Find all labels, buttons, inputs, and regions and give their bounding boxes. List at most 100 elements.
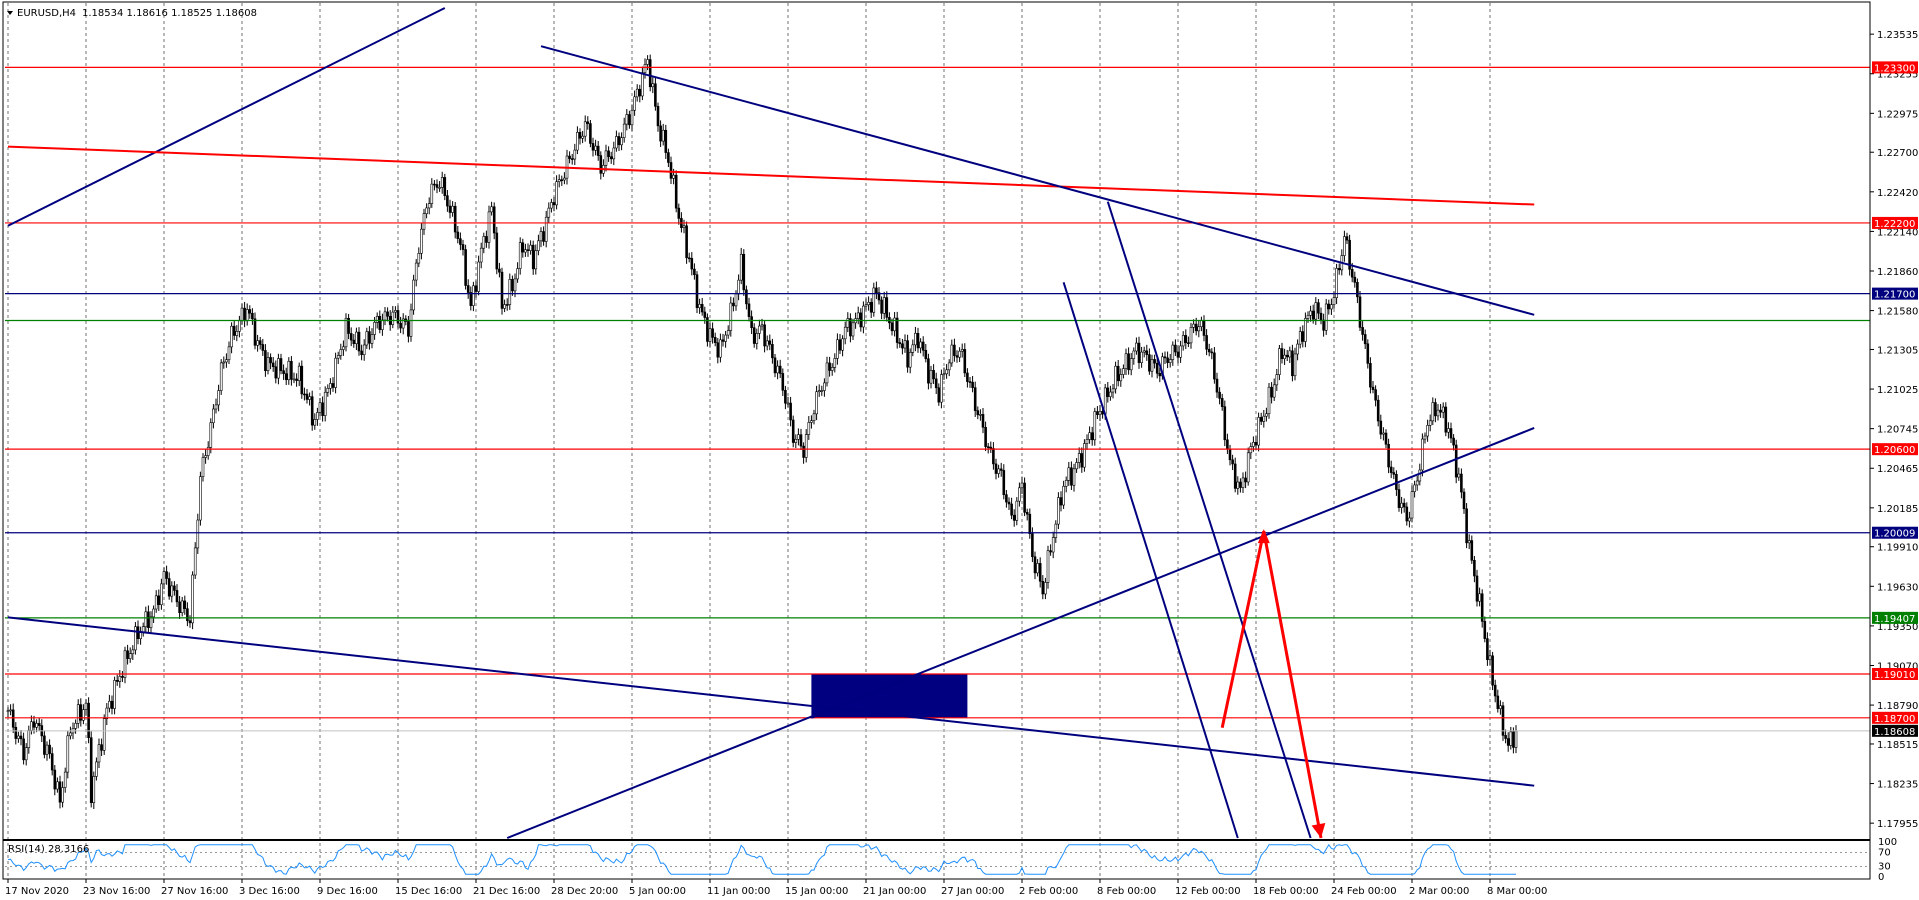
collapse-triangle-icon[interactable]	[7, 11, 13, 15]
candle-body	[48, 744, 51, 754]
candle-body	[453, 205, 457, 233]
forecast-arrows[interactable]	[1220, 529, 1326, 839]
time-tick-label: 21 Jan 00:00	[863, 886, 926, 897]
candle-body	[570, 158, 574, 160]
candle-body	[375, 316, 379, 323]
price-tick-label: 1.20465	[1877, 464, 1918, 475]
symbol-label: EURUSD,H4	[17, 8, 76, 19]
candle-body	[1036, 563, 1039, 574]
candle-body	[1413, 484, 1416, 492]
candle-body	[563, 177, 566, 181]
candle-body	[555, 181, 558, 206]
trendline[interactable]	[506, 427, 1535, 839]
candle-body	[271, 362, 275, 368]
candle-body	[339, 349, 343, 356]
candle-body	[409, 309, 413, 337]
candle-body	[903, 340, 907, 349]
candle-body	[1389, 466, 1393, 473]
candle-body	[797, 434, 800, 440]
candle-body	[430, 183, 434, 204]
candle-body	[1077, 453, 1081, 463]
candle-body	[43, 735, 46, 755]
candle-body	[921, 341, 925, 351]
candle-body	[180, 600, 184, 613]
candle-body	[1402, 502, 1406, 508]
price-level-tag-label: 1.21700	[1874, 290, 1915, 301]
candle-body	[1124, 353, 1128, 369]
price-level-tag-label: 1.19010	[1874, 670, 1915, 681]
candle-body	[355, 331, 358, 344]
candle-body	[1031, 533, 1034, 558]
candle-body	[225, 359, 228, 363]
rsi-tick-label: 100	[1878, 837, 1897, 848]
candle-body	[76, 704, 80, 724]
candle-body	[1171, 344, 1175, 360]
candle-body	[1085, 439, 1089, 444]
arrow-segment[interactable]	[1220, 530, 1266, 729]
candle-body	[1296, 343, 1299, 355]
candle-body	[856, 312, 860, 319]
trendline[interactable]	[1062, 282, 1239, 839]
candle-body	[258, 340, 262, 345]
candle-body	[300, 365, 304, 395]
candle-body	[1353, 276, 1357, 283]
rsi-tick-label: 30	[1878, 862, 1891, 873]
candle-body	[1343, 236, 1346, 256]
candle-body	[316, 412, 319, 420]
time-tick-label: 9 Dec 16:00	[317, 886, 378, 897]
candle-body	[828, 362, 831, 371]
candle-body	[321, 402, 324, 416]
candle-body	[1379, 420, 1383, 435]
candle-body	[32, 721, 36, 728]
trendline[interactable]	[7, 145, 1535, 206]
candle-body	[1176, 351, 1180, 358]
candle-body	[817, 390, 821, 393]
demand-zone-box[interactable]	[811, 673, 968, 718]
trendline[interactable]	[1106, 201, 1312, 839]
candle-body	[1470, 540, 1474, 561]
candle-body	[786, 402, 790, 405]
candle-body	[908, 352, 912, 368]
candle-body	[1166, 357, 1169, 363]
candle-body	[576, 132, 579, 151]
candle-body	[537, 240, 540, 251]
candle-body	[612, 147, 616, 160]
trendline[interactable]	[540, 45, 1535, 316]
time-tick-label: 8 Mar 00:00	[1487, 886, 1547, 897]
candle-body	[1012, 514, 1016, 521]
candle-body	[849, 318, 852, 337]
candle-body	[435, 184, 439, 188]
current-price-tag-label: 1.18608	[1874, 727, 1915, 738]
candle-body	[1096, 411, 1099, 415]
candle-body	[1244, 477, 1247, 483]
candle-body	[27, 730, 31, 749]
candle-body	[994, 463, 998, 474]
arrow-segment[interactable]	[1262, 530, 1323, 839]
candle-body	[485, 236, 488, 243]
time-tick-label: 2 Mar 00:00	[1409, 886, 1469, 897]
candle-body	[708, 328, 712, 342]
candle-body	[1215, 378, 1219, 393]
trendline[interactable]	[811, 673, 921, 719]
candle-body	[869, 302, 873, 313]
candle-body	[1254, 442, 1258, 446]
trendline[interactable]	[7, 616, 1535, 787]
candle-body	[672, 174, 675, 179]
trendline[interactable]	[7, 7, 446, 227]
horizontal-levels[interactable]	[5, 66, 1870, 732]
candle-body	[1436, 409, 1440, 417]
candle-body	[1252, 442, 1255, 447]
candle-body	[882, 297, 886, 314]
trendlines[interactable]	[7, 7, 1535, 839]
candle-body	[1179, 345, 1182, 358]
candle-body	[144, 611, 148, 628]
candle-body	[726, 330, 730, 336]
candle-body	[1319, 312, 1323, 321]
candle-body	[264, 350, 267, 371]
demand-zone[interactable]	[811, 673, 968, 718]
time-tick-label: 24 Feb 00:00	[1331, 886, 1397, 897]
candle-body	[1122, 368, 1125, 375]
candle-body	[1270, 386, 1273, 398]
candle-body	[1106, 387, 1110, 397]
candle-body	[802, 445, 805, 458]
